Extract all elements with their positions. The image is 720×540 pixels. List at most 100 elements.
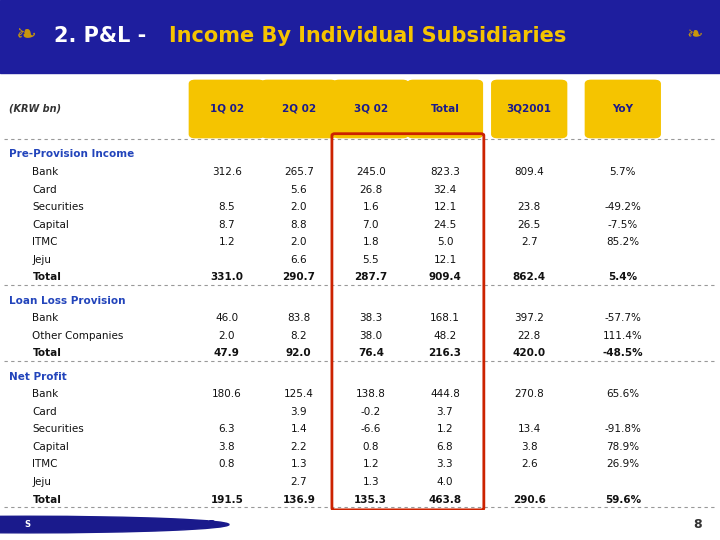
Text: 2.0: 2.0 <box>291 202 307 212</box>
Text: Securities: Securities <box>32 202 84 212</box>
Text: 8.8: 8.8 <box>290 220 307 229</box>
Text: 48.2: 48.2 <box>433 331 456 341</box>
Text: 47.9: 47.9 <box>214 348 240 359</box>
Text: 38.3: 38.3 <box>359 313 382 323</box>
Text: 138.8: 138.8 <box>356 389 386 399</box>
Circle shape <box>0 516 229 533</box>
Text: 5.0: 5.0 <box>437 237 453 247</box>
Text: 13.4: 13.4 <box>518 424 541 434</box>
Text: 136.9: 136.9 <box>282 495 315 504</box>
Text: ❧: ❧ <box>14 23 36 47</box>
Text: 1.2: 1.2 <box>362 460 379 469</box>
Text: 287.7: 287.7 <box>354 272 387 282</box>
Text: 2.2: 2.2 <box>290 442 307 452</box>
Text: 12.1: 12.1 <box>433 255 456 265</box>
Text: 331.0: 331.0 <box>210 272 243 282</box>
Text: Card: Card <box>32 407 57 417</box>
Text: Total: Total <box>32 348 61 359</box>
Text: 397.2: 397.2 <box>514 313 544 323</box>
Text: Other Companies: Other Companies <box>32 331 124 341</box>
Text: 823.3: 823.3 <box>430 167 460 177</box>
Text: 1.3: 1.3 <box>362 477 379 487</box>
Text: 1Q 02: 1Q 02 <box>210 104 244 114</box>
Text: 3.7: 3.7 <box>436 407 454 417</box>
Text: 312.6: 312.6 <box>212 167 242 177</box>
Text: -57.7%: -57.7% <box>604 313 642 323</box>
Text: 180.6: 180.6 <box>212 389 242 399</box>
Text: 26.5: 26.5 <box>518 220 541 229</box>
Text: -7.5%: -7.5% <box>608 220 638 229</box>
Text: Total: Total <box>32 495 61 504</box>
Text: 0.8: 0.8 <box>363 442 379 452</box>
Text: 809.4: 809.4 <box>514 167 544 177</box>
Text: S: S <box>24 520 30 529</box>
Text: 463.8: 463.8 <box>428 495 462 504</box>
Text: 8.2: 8.2 <box>290 331 307 341</box>
Text: 85.2%: 85.2% <box>606 237 639 247</box>
Text: 216.3: 216.3 <box>428 348 462 359</box>
Text: 59.6%: 59.6% <box>605 495 641 504</box>
Text: 290.7: 290.7 <box>282 272 315 282</box>
Text: 444.8: 444.8 <box>430 389 460 399</box>
Text: 5.7%: 5.7% <box>610 167 636 177</box>
Text: 125.4: 125.4 <box>284 389 314 399</box>
FancyBboxPatch shape <box>333 80 408 138</box>
Text: 6.3: 6.3 <box>218 424 235 434</box>
Text: 3.3: 3.3 <box>436 460 454 469</box>
Text: YoY: YoY <box>612 104 634 114</box>
Text: 7.0: 7.0 <box>363 220 379 229</box>
Text: Card: Card <box>32 185 57 194</box>
Text: Loan Loss Provision: Loan Loss Provision <box>9 296 125 306</box>
Text: -49.2%: -49.2% <box>604 202 642 212</box>
Text: 8.5: 8.5 <box>218 202 235 212</box>
Text: 2.6: 2.6 <box>521 460 538 469</box>
Text: Total: Total <box>431 104 459 114</box>
Text: -48.5%: -48.5% <box>603 348 643 359</box>
FancyBboxPatch shape <box>189 80 264 138</box>
Text: 909.4: 909.4 <box>428 272 462 282</box>
Text: Jeju: Jeju <box>32 477 51 487</box>
Text: 1.8: 1.8 <box>362 237 379 247</box>
Text: Securities: Securities <box>32 424 84 434</box>
Text: -0.2: -0.2 <box>361 407 381 417</box>
Text: 5.6: 5.6 <box>290 185 307 194</box>
Text: 8.7: 8.7 <box>218 220 235 229</box>
Text: Net Profit: Net Profit <box>9 372 66 382</box>
Text: -91.8%: -91.8% <box>604 424 642 434</box>
Text: ITMC: ITMC <box>32 460 58 469</box>
Text: 46.0: 46.0 <box>215 313 238 323</box>
Text: 2.7: 2.7 <box>521 237 538 247</box>
Text: 83.8: 83.8 <box>287 313 310 323</box>
Text: 0.8: 0.8 <box>219 460 235 469</box>
Text: 2Q 02: 2Q 02 <box>282 104 316 114</box>
Text: 3Q 02: 3Q 02 <box>354 104 388 114</box>
Text: 2.0: 2.0 <box>291 237 307 247</box>
Text: 3.9: 3.9 <box>290 407 307 417</box>
Text: Pre-Provision Income: Pre-Provision Income <box>9 150 134 159</box>
Text: 1.4: 1.4 <box>290 424 307 434</box>
Text: Bank: Bank <box>32 167 58 177</box>
Text: 24.5: 24.5 <box>433 220 456 229</box>
Text: 8: 8 <box>693 518 702 531</box>
Text: 78.9%: 78.9% <box>606 442 639 452</box>
Text: Jeju: Jeju <box>32 255 51 265</box>
Text: 6.6: 6.6 <box>290 255 307 265</box>
Text: 135.3: 135.3 <box>354 495 387 504</box>
Text: Income By Individual Subsidiaries: Income By Individual Subsidiaries <box>169 26 567 46</box>
Text: Total: Total <box>32 272 61 282</box>
Text: 92.0: 92.0 <box>286 348 312 359</box>
Text: 2.7: 2.7 <box>290 477 307 487</box>
Text: 270.8: 270.8 <box>514 389 544 399</box>
Text: Bank: Bank <box>32 389 58 399</box>
Text: 26.8: 26.8 <box>359 185 382 194</box>
Text: 168.1: 168.1 <box>430 313 460 323</box>
Text: 65.6%: 65.6% <box>606 389 639 399</box>
Text: 22.8: 22.8 <box>518 331 541 341</box>
Text: 38.0: 38.0 <box>359 331 382 341</box>
Text: 3.8: 3.8 <box>521 442 538 452</box>
Text: 26.9%: 26.9% <box>606 460 639 469</box>
Text: Capital: Capital <box>32 220 69 229</box>
Text: (KRW bn): (KRW bn) <box>9 104 60 114</box>
Text: -6.6: -6.6 <box>361 424 381 434</box>
FancyBboxPatch shape <box>585 80 660 138</box>
